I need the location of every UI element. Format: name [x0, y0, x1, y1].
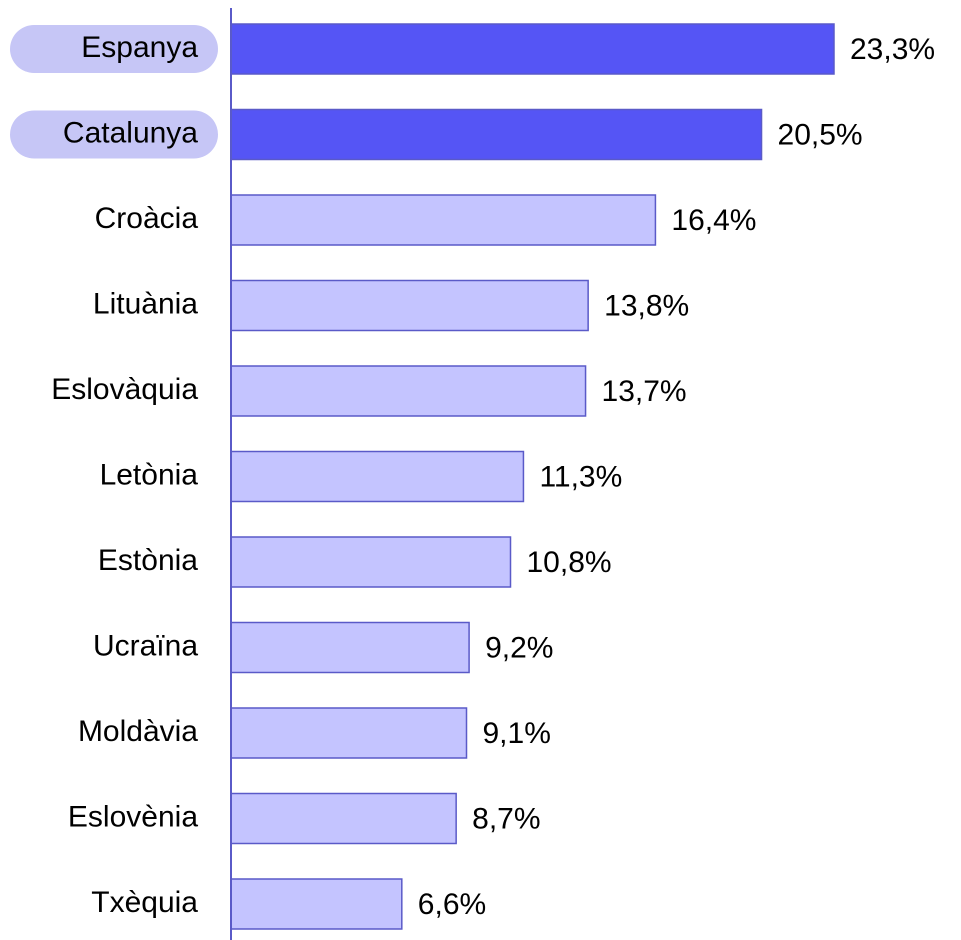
category-label: Eslovènia [68, 800, 198, 833]
label-highlight [10, 110, 218, 159]
value-label: 9,1% [483, 717, 551, 750]
value-label: 13,8% [604, 289, 689, 322]
category-label: Eslovàquia [51, 373, 198, 406]
value-label: 8,7% [472, 802, 540, 835]
bar [230, 878, 403, 930]
label-highlight [10, 25, 218, 73]
category-label: Espanya [81, 31, 198, 64]
category-label: Croàcia [95, 202, 199, 235]
bar [230, 450, 525, 503]
bar [230, 707, 468, 759]
value-label: 10,8% [527, 546, 612, 579]
bar [230, 365, 587, 417]
bar [230, 194, 657, 246]
value-label: 11,3% [539, 460, 622, 493]
category-label: Letònia [100, 458, 199, 491]
value-label: 13,7% [602, 375, 687, 408]
bar [230, 108, 763, 161]
value-label: 6,6% [418, 888, 486, 921]
category-label: Lituània [93, 287, 198, 320]
category-label: Moldàvia [78, 715, 198, 748]
value-label: 20,5% [778, 118, 863, 151]
category-label: Ucraïna [93, 629, 198, 662]
bar [230, 23, 835, 75]
category-label: Txèquia [91, 886, 198, 919]
value-label: 23,3% [850, 33, 935, 66]
value-label: 16,4% [671, 204, 756, 237]
category-label: Estònia [98, 544, 198, 577]
bar [230, 621, 470, 674]
bar [230, 792, 457, 845]
bar [230, 536, 512, 588]
value-label: 9,2% [485, 631, 553, 664]
bar [230, 279, 589, 332]
category-label: Catalunya [63, 116, 198, 149]
